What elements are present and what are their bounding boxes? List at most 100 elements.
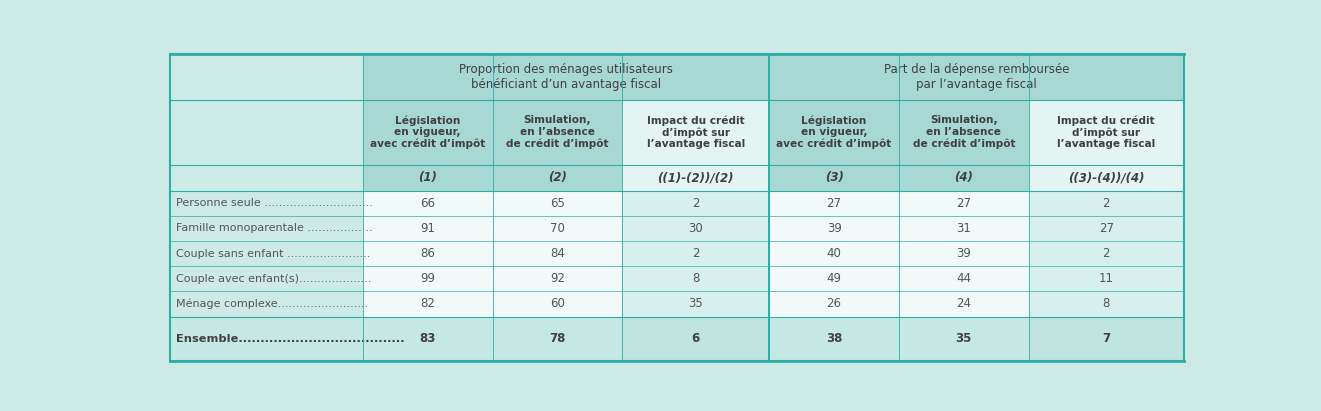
Bar <box>493 266 622 291</box>
Bar <box>769 191 900 216</box>
Text: 35: 35 <box>955 332 972 345</box>
Text: 92: 92 <box>550 272 565 285</box>
Bar <box>1029 291 1184 316</box>
Text: 27: 27 <box>1099 222 1114 235</box>
Text: ((3)-(4))/(4): ((3)-(4))/(4) <box>1067 171 1144 184</box>
Bar <box>900 100 1029 164</box>
Text: 39: 39 <box>827 222 841 235</box>
Text: 86: 86 <box>420 247 435 260</box>
Text: 2: 2 <box>692 197 700 210</box>
Text: 7: 7 <box>1102 332 1111 345</box>
Bar <box>1029 241 1184 266</box>
Bar <box>493 316 622 361</box>
Text: Part de la dépense remboursée
par l’avantage fiscal: Part de la dépense remboursée par l’avan… <box>884 63 1069 91</box>
Bar <box>622 291 769 316</box>
Text: Législation
en vigueur,
avec crédit d’impôt: Législation en vigueur, avec crédit d’im… <box>370 115 485 150</box>
Text: Impact du crédit
d’impôt sur
l’avantage fiscal: Impact du crédit d’impôt sur l’avantage … <box>1057 115 1156 150</box>
Bar <box>493 216 622 241</box>
Bar <box>769 241 900 266</box>
Bar <box>900 164 1029 191</box>
Bar <box>493 100 622 164</box>
Text: 30: 30 <box>688 222 703 235</box>
Bar <box>622 164 769 191</box>
Text: 40: 40 <box>827 247 841 260</box>
Text: 8: 8 <box>1103 298 1110 310</box>
Text: Simulation,
en l’absence
de crédit d’impôt: Simulation, en l’absence de crédit d’imp… <box>913 115 1015 149</box>
Text: 35: 35 <box>688 298 703 310</box>
Text: 11: 11 <box>1099 272 1114 285</box>
Text: (3): (3) <box>824 171 844 184</box>
Text: 2: 2 <box>1103 197 1110 210</box>
Bar <box>170 316 363 361</box>
Bar <box>1029 266 1184 291</box>
Bar <box>170 191 363 216</box>
Bar <box>1029 164 1184 191</box>
Text: Couple avec enfant(s)....................: Couple avec enfant(s)...................… <box>177 274 373 284</box>
Bar <box>769 54 1184 100</box>
Text: 39: 39 <box>956 247 971 260</box>
Bar <box>769 100 900 164</box>
Bar <box>900 266 1029 291</box>
Bar <box>493 241 622 266</box>
Text: 26: 26 <box>827 298 841 310</box>
Bar <box>622 266 769 291</box>
Text: 60: 60 <box>550 298 565 310</box>
Bar <box>170 164 363 191</box>
Text: 27: 27 <box>827 197 841 210</box>
Text: 49: 49 <box>827 272 841 285</box>
Bar <box>900 241 1029 266</box>
Text: 24: 24 <box>956 298 971 310</box>
Bar <box>493 291 622 316</box>
Bar <box>170 291 363 316</box>
Text: Simulation,
en l’absence
de crédit d’impôt: Simulation, en l’absence de crédit d’imp… <box>506 115 609 149</box>
Text: 65: 65 <box>550 197 565 210</box>
Bar <box>622 316 769 361</box>
Bar <box>900 216 1029 241</box>
Text: 83: 83 <box>420 332 436 345</box>
Bar <box>900 291 1029 316</box>
Bar <box>493 164 622 191</box>
Text: 31: 31 <box>956 222 971 235</box>
Bar <box>493 191 622 216</box>
Bar <box>622 191 769 216</box>
Bar <box>769 164 900 191</box>
Text: (1): (1) <box>419 171 437 184</box>
Bar <box>1029 191 1184 216</box>
Bar <box>170 241 363 266</box>
Text: (4): (4) <box>954 171 974 184</box>
Bar <box>1029 216 1184 241</box>
Text: 2: 2 <box>1103 247 1110 260</box>
Text: 44: 44 <box>956 272 971 285</box>
Text: Personne seule ..............................: Personne seule .........................… <box>177 198 374 208</box>
Bar <box>170 266 363 291</box>
Bar <box>769 291 900 316</box>
Bar <box>363 316 493 361</box>
Text: 27: 27 <box>956 197 971 210</box>
Text: (2): (2) <box>548 171 567 184</box>
Bar <box>363 241 493 266</box>
Text: ((1)-(2))/(2): ((1)-(2))/(2) <box>658 171 734 184</box>
Text: Couple sans enfant .......................: Couple sans enfant .....................… <box>177 249 371 259</box>
Text: 99: 99 <box>420 272 435 285</box>
Bar <box>363 216 493 241</box>
Text: 78: 78 <box>550 332 565 345</box>
Bar <box>622 100 769 164</box>
Text: Impact du crédit
d’impôt sur
l’avantage fiscal: Impact du crédit d’impôt sur l’avantage … <box>647 115 745 150</box>
Bar <box>363 164 493 191</box>
Bar <box>170 216 363 241</box>
Bar <box>363 191 493 216</box>
Bar <box>363 291 493 316</box>
Text: 8: 8 <box>692 272 699 285</box>
Bar <box>170 100 363 164</box>
Bar <box>900 191 1029 216</box>
Bar <box>622 241 769 266</box>
Text: 6: 6 <box>692 332 700 345</box>
Text: 66: 66 <box>420 197 435 210</box>
Bar <box>769 216 900 241</box>
Text: Ensemble......................................: Ensemble................................… <box>177 334 406 344</box>
Bar <box>363 266 493 291</box>
Bar <box>900 316 1029 361</box>
Bar <box>1029 100 1184 164</box>
Bar <box>769 316 900 361</box>
Text: Législation
en vigueur,
avec crédit d’impôt: Législation en vigueur, avec crédit d’im… <box>777 115 892 150</box>
